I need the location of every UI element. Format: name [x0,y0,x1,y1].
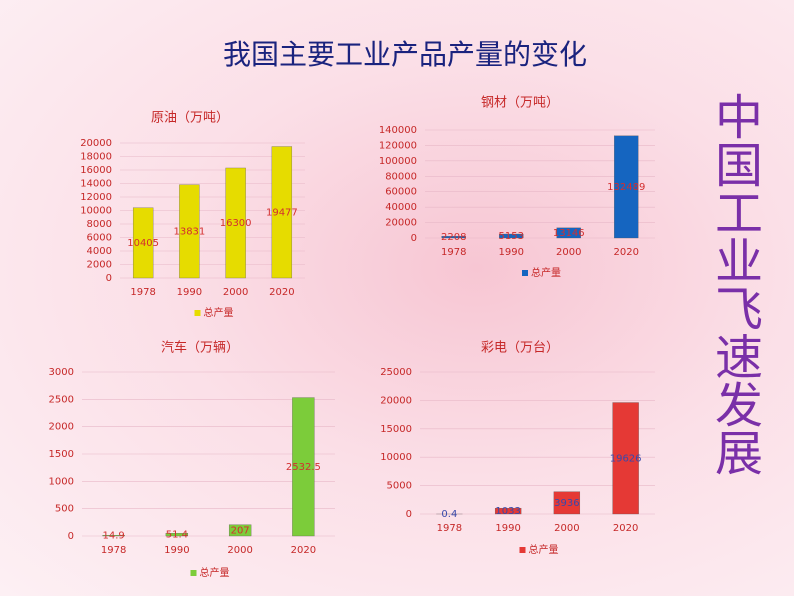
y-tick-label: 0 [406,509,412,520]
chart-title: 汽车（万辆） [161,340,239,356]
bar [556,227,581,239]
y-tick-label: 6000 [87,233,112,244]
x-tick-label: 1978 [441,247,466,258]
bar [228,524,252,537]
y-tick-label: 0 [68,531,74,542]
value-label: 0.4 [441,509,457,520]
x-tick-label: 1990 [177,287,202,298]
value-label: 132489 [607,182,645,193]
x-tick-label: 2020 [269,287,294,298]
y-tick-label: 25000 [380,367,412,378]
legend-label: 总产量 [200,566,230,579]
legend-label: 总产量 [204,306,234,319]
x-tick-label: 1990 [499,247,524,258]
value-label: 10405 [127,238,159,249]
y-tick-label: 120000 [379,140,417,151]
x-tick-label: 2020 [291,545,316,556]
value-label: 5153 [499,231,524,242]
legend-label: 总产量 [529,543,559,556]
y-tick-label: 4000 [87,246,112,257]
value-label: 19477 [266,207,298,218]
value-label: 14.9 [102,531,124,542]
side-text: 中国工业飞速发展 [706,92,762,476]
legend-swatch [194,310,201,316]
y-tick-label: 2500 [49,394,74,405]
legend-swatch [522,270,528,276]
bar [614,135,639,239]
y-tick-label: 2000 [49,422,74,433]
bar [225,167,246,279]
legend-label: 总产量 [531,266,561,279]
y-tick-label: 100000 [379,156,417,167]
bar [292,397,315,537]
value-label: 2208 [441,232,466,243]
y-tick-label: 0 [411,233,417,244]
value-label: 207 [231,525,250,536]
y-tick-label: 12000 [80,192,112,203]
chart-title: 原油（万吨） [151,111,229,126]
y-tick-label: 16000 [80,165,112,176]
slide-title: 我国主要工业产品产量的变化 [223,38,587,71]
y-tick-label: 15000 [380,424,412,435]
y-tick-label: 80000 [385,171,417,182]
value-label: 13146 [553,228,585,239]
y-tick-label: 0 [106,273,112,284]
y-tick-label: 8000 [87,219,112,230]
x-tick-label: 2000 [223,287,248,298]
x-tick-label: 1978 [130,287,155,298]
x-tick-label: 2000 [556,247,581,258]
y-tick-label: 3000 [49,367,74,378]
y-tick-label: 14000 [80,179,112,190]
bar [441,236,466,239]
bar [179,184,200,279]
value-label: 51.4 [166,530,188,541]
bar [102,535,125,537]
bar [132,207,154,279]
bar [271,146,293,279]
x-tick-label: 1990 [495,523,520,534]
bar [553,491,581,515]
x-tick-label: 2000 [554,523,579,534]
value-label: 16300 [220,218,252,229]
chart-title: 钢材（万吨） [481,96,559,111]
y-tick-label: 20000 [385,218,417,229]
x-tick-label: 1990 [164,545,189,556]
value-label: 2532.5 [286,462,321,473]
y-tick-label: 40000 [385,202,417,213]
bar [165,533,189,537]
value-label: 13831 [173,226,205,237]
y-tick-label: 5000 [387,481,412,492]
legend-swatch [190,570,197,576]
chart-title: 彩电（万台） [481,341,559,356]
y-tick-label: 20000 [80,138,112,149]
y-tick-label: 2000 [87,260,112,271]
x-tick-label: 1978 [101,545,126,556]
bar [612,402,639,515]
bar [499,233,524,239]
x-tick-label: 2020 [614,247,639,258]
y-tick-label: 20000 [380,395,412,406]
bar [494,507,522,515]
x-tick-label: 2000 [227,545,252,556]
y-tick-label: 1000 [49,476,74,487]
value-label: 1033 [495,506,520,517]
value-label: 19626 [610,453,642,464]
x-tick-label: 1978 [437,523,462,534]
y-tick-label: 10000 [380,452,412,463]
value-label: 3936 [554,498,579,509]
y-tick-label: 140000 [379,125,417,136]
y-tick-label: 1500 [49,449,74,460]
y-tick-label: 10000 [80,206,112,217]
x-tick-label: 2020 [613,523,638,534]
y-tick-label: 500 [55,504,74,515]
legend-swatch [519,547,526,553]
y-tick-label: 18000 [80,152,112,163]
y-tick-label: 60000 [385,187,417,198]
